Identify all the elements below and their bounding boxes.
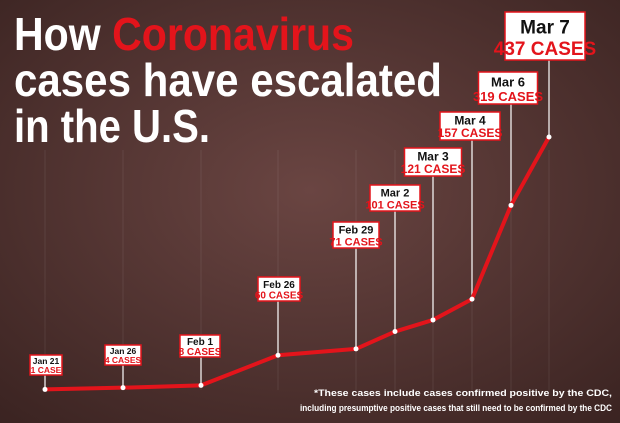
date-label: Mar 2: [381, 188, 410, 200]
value-label: 437 CASES: [494, 39, 596, 60]
label-box: [104, 344, 142, 366]
point: [353, 346, 359, 352]
footnote: including presumptive positive cases tha…: [300, 403, 612, 414]
label-box: [504, 11, 586, 61]
value-label: 71 CASES: [329, 236, 382, 248]
point: [508, 202, 514, 208]
chart-title: in the U.S.: [14, 100, 210, 152]
label-box: [403, 147, 463, 177]
label-box: [257, 276, 301, 302]
value-label: 1 CASE: [31, 365, 62, 375]
date-label: Feb 1: [187, 337, 214, 348]
date-label: Mar 6: [491, 74, 525, 89]
label-box: [477, 71, 539, 105]
chart-title: How Coronavirus: [14, 8, 354, 60]
footnote: *These cases include cases confirmed pos…: [314, 388, 612, 399]
point: [546, 134, 552, 140]
date-label: Jan 21: [33, 356, 60, 366]
point: [430, 317, 436, 323]
title-part: How: [14, 8, 101, 60]
value-label: 121 CASES: [401, 162, 466, 176]
line: [44, 136, 551, 392]
value-label: 4 CASES: [105, 355, 142, 365]
label-box: [179, 334, 221, 358]
date-label: Mar 4: [454, 114, 486, 128]
value-label: 157 CASES: [438, 126, 503, 140]
point: [469, 296, 475, 302]
point: [42, 386, 48, 392]
chart-title: cases have escalated: [14, 54, 442, 106]
date-label: Mar 7: [520, 18, 570, 39]
title-highlight: Coronavirus: [112, 8, 354, 60]
value-label: 101 CASES: [365, 199, 424, 211]
point: [120, 385, 126, 391]
label-box: [332, 221, 380, 249]
date-label: Mar 3: [417, 150, 449, 164]
point: [198, 382, 204, 388]
label-box: [439, 111, 501, 141]
value-label: 60 CASES: [255, 291, 304, 302]
value-label: 8 CASES: [179, 347, 222, 358]
point: [392, 329, 398, 335]
point: [275, 352, 281, 358]
label-box: [29, 354, 63, 376]
date-label: Feb 26: [263, 280, 295, 291]
date-label: Jan 26: [110, 346, 137, 356]
value-label: 319 CASES: [473, 89, 543, 104]
date-label: Feb 29: [339, 225, 374, 237]
label-box: [369, 184, 421, 212]
